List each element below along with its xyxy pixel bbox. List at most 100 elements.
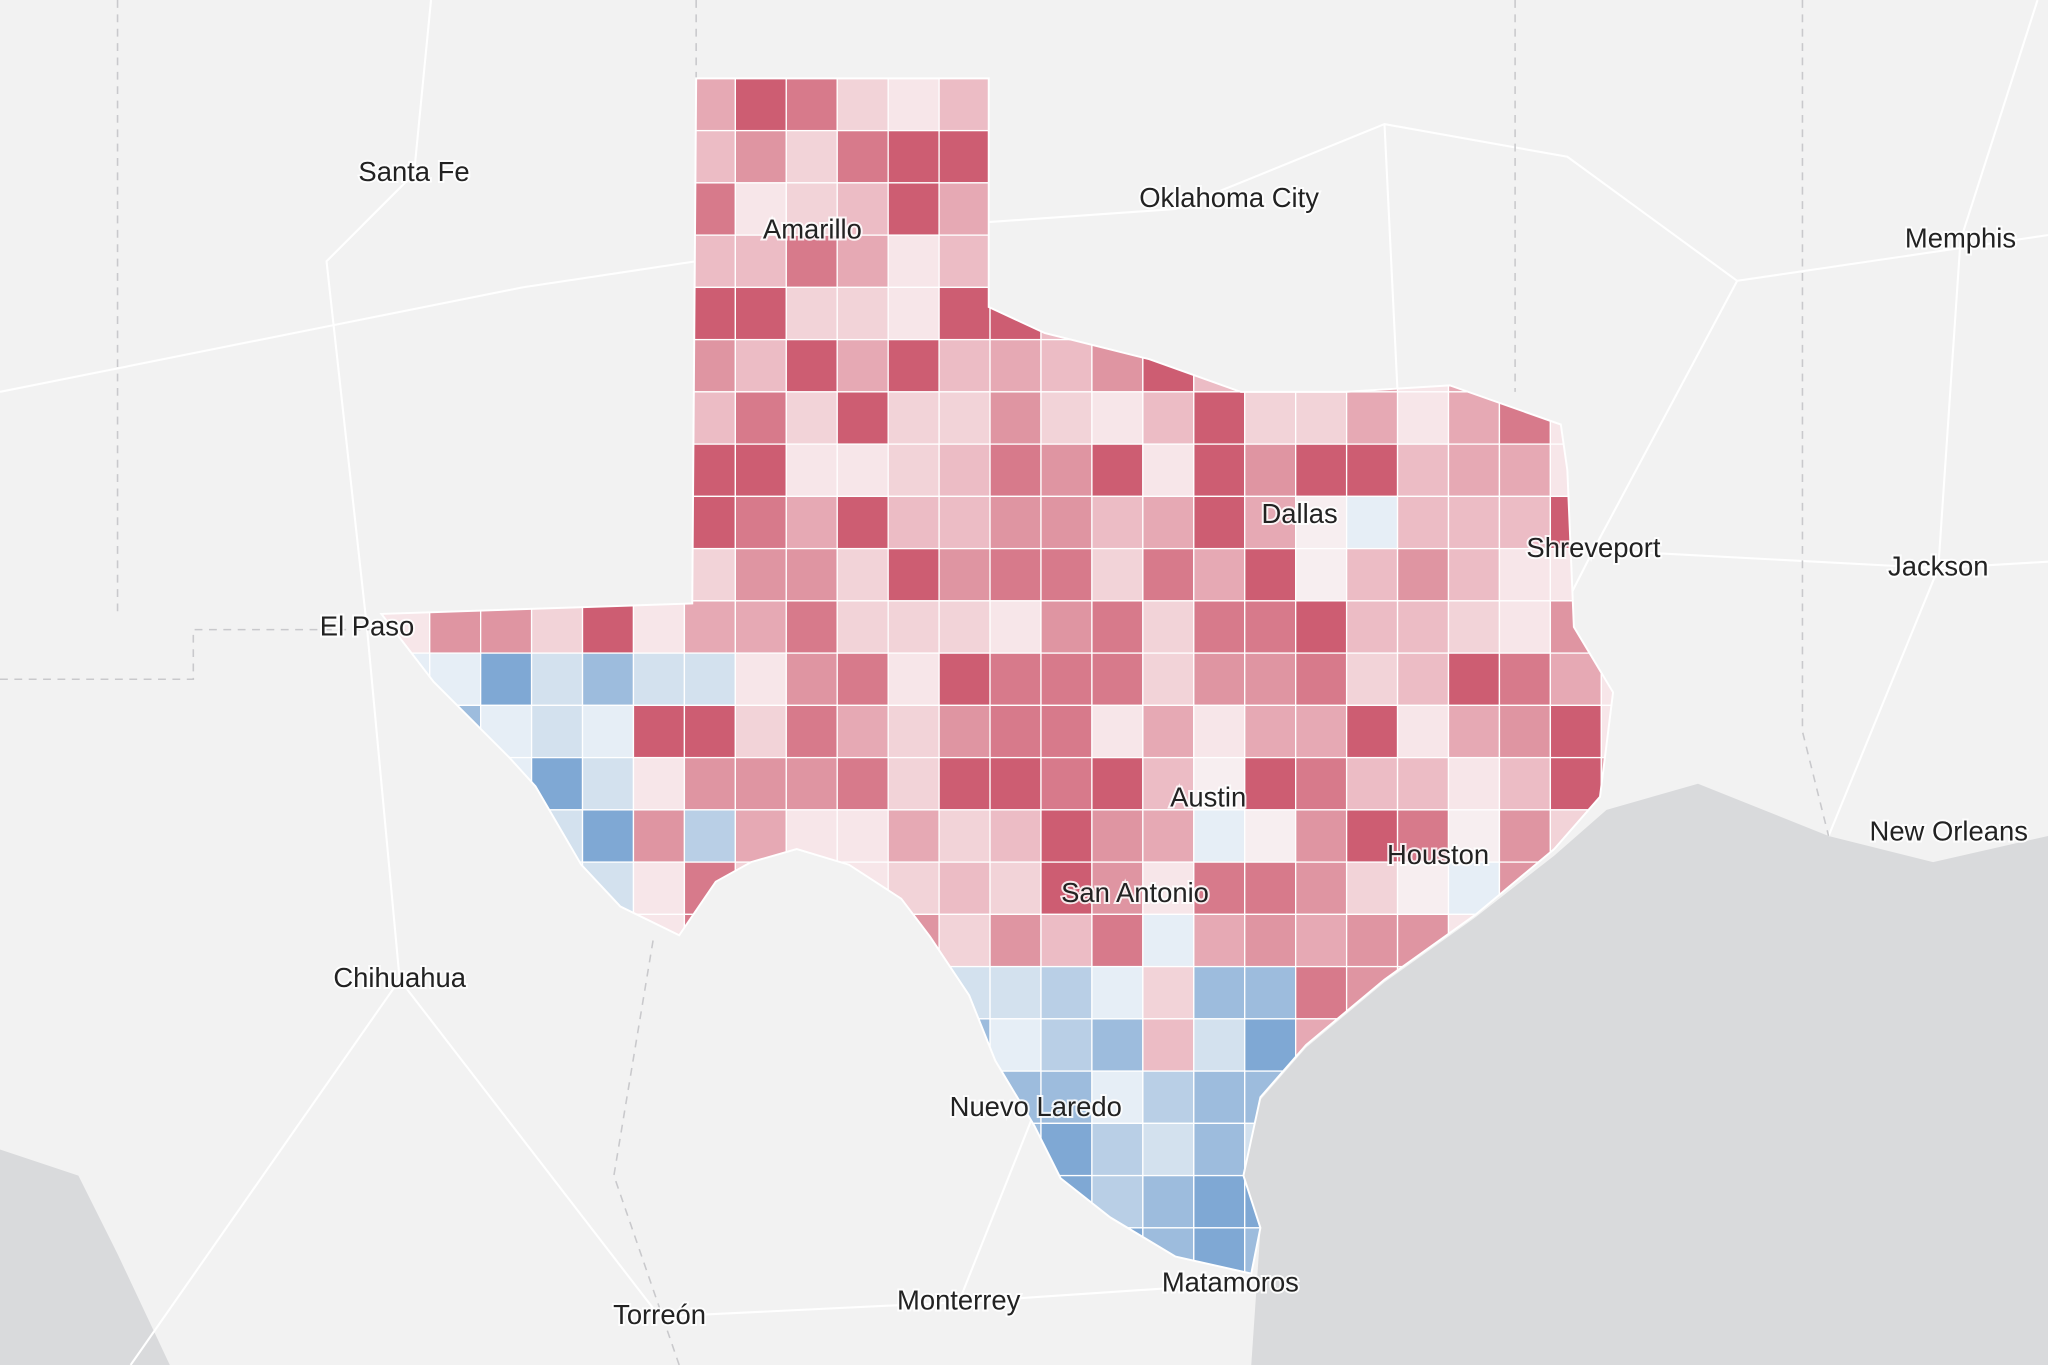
county [1142, 965, 1195, 1020]
county [938, 756, 991, 811]
county [1447, 547, 1501, 602]
county [1345, 443, 1399, 498]
county [1244, 391, 1297, 445]
county [1193, 495, 1246, 550]
county [734, 286, 787, 341]
county [1040, 861, 1093, 916]
county [1142, 1174, 1195, 1229]
city-label: El Paso [320, 611, 414, 642]
county [1193, 547, 1246, 602]
county [938, 495, 991, 550]
county [1498, 704, 1552, 759]
county [1040, 652, 1093, 707]
county [632, 652, 686, 707]
county [1091, 913, 1144, 968]
county [581, 600, 635, 654]
county [683, 652, 736, 707]
county [1193, 1174, 1246, 1229]
county [1193, 965, 1246, 1020]
city-label: Oklahoma City [1139, 182, 1319, 213]
county [632, 809, 686, 863]
county [1142, 391, 1195, 445]
county [887, 600, 940, 654]
county [734, 129, 787, 184]
county [887, 652, 940, 707]
county [1549, 652, 1602, 707]
county [836, 600, 889, 654]
county [836, 78, 889, 132]
county [1447, 600, 1501, 654]
county [938, 913, 991, 968]
county [1447, 443, 1501, 498]
county [836, 391, 889, 445]
county [836, 495, 889, 550]
county [1142, 913, 1195, 968]
county [1244, 913, 1297, 968]
county [938, 443, 991, 498]
county [1345, 809, 1399, 863]
county [1295, 913, 1348, 968]
county [1295, 443, 1348, 498]
county [734, 443, 787, 498]
county [1396, 391, 1450, 445]
city-label: Dallas [1262, 498, 1338, 529]
city-label: New Orleans [1870, 816, 2028, 847]
county [989, 338, 1042, 393]
county [1244, 861, 1297, 916]
county [734, 234, 787, 289]
county [1193, 913, 1246, 968]
county [1091, 704, 1144, 759]
county [836, 443, 889, 498]
county [1193, 1018, 1246, 1072]
county [1244, 809, 1297, 863]
county [1447, 704, 1501, 759]
county [887, 338, 940, 393]
county [1142, 443, 1195, 498]
county [1193, 704, 1246, 759]
county [734, 704, 787, 759]
county [1091, 1018, 1144, 1072]
county [683, 756, 736, 811]
county [785, 78, 838, 132]
city-label: Jackson [1888, 550, 1989, 581]
county [836, 704, 889, 759]
county [734, 495, 787, 550]
borders [0, 0, 1830, 1365]
county [1447, 756, 1501, 811]
county [1345, 600, 1399, 654]
county [1142, 809, 1195, 863]
county [1244, 756, 1297, 811]
county [683, 600, 736, 654]
county [530, 704, 584, 759]
county [887, 234, 940, 289]
county [1396, 756, 1450, 811]
county [1091, 756, 1144, 811]
county [1345, 495, 1399, 550]
county [1142, 652, 1195, 707]
county [1040, 443, 1093, 498]
county [1040, 756, 1093, 811]
county [1142, 756, 1195, 811]
county [1091, 965, 1144, 1020]
county [581, 704, 635, 759]
county [1040, 965, 1093, 1020]
county [1142, 1018, 1195, 1072]
county [887, 129, 940, 184]
county [938, 547, 991, 602]
county [632, 861, 686, 916]
county [989, 600, 1042, 654]
city-label: Matamoros [1162, 1266, 1299, 1297]
county [1549, 704, 1602, 759]
county [1040, 1018, 1093, 1072]
county [989, 391, 1042, 445]
county [1498, 547, 1552, 602]
county [1091, 1122, 1144, 1177]
county [1498, 443, 1552, 498]
county [1498, 756, 1552, 811]
city-label: San Antonio [1061, 877, 1209, 908]
county [1142, 1122, 1195, 1177]
county [1345, 756, 1399, 811]
county [1498, 600, 1552, 654]
county [1193, 600, 1246, 654]
